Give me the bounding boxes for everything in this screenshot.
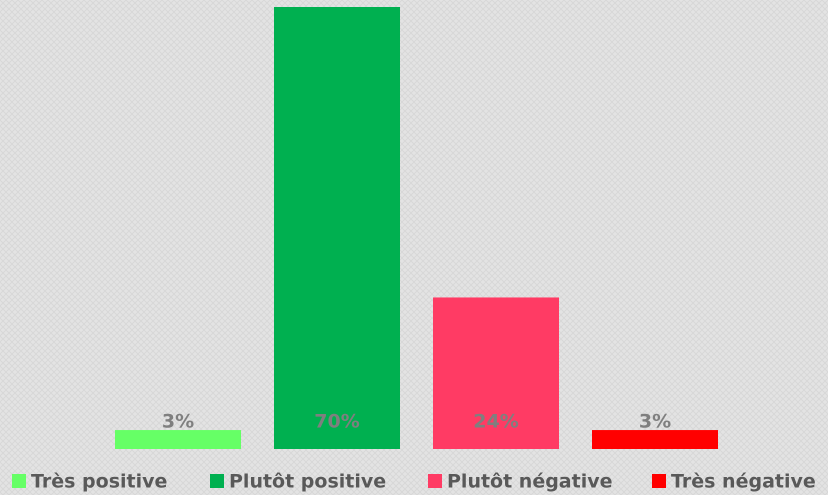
legend-label: Plutôt positive <box>229 471 386 493</box>
value-label: 70% <box>314 411 359 433</box>
legend-swatch <box>652 474 666 488</box>
legend-swatch <box>428 474 442 488</box>
legend-label: Très positive <box>31 471 167 493</box>
legend-swatch <box>210 474 224 488</box>
legend-label: Plutôt négative <box>447 471 613 493</box>
legend-swatch <box>12 474 26 488</box>
value-label: 3% <box>639 411 671 433</box>
legend-label: Très négative <box>671 471 816 493</box>
bar <box>433 297 559 449</box>
bar <box>592 430 718 449</box>
value-label: 24% <box>473 411 518 433</box>
value-label: 3% <box>162 411 194 433</box>
bar <box>115 430 241 449</box>
bar <box>274 7 400 449</box>
